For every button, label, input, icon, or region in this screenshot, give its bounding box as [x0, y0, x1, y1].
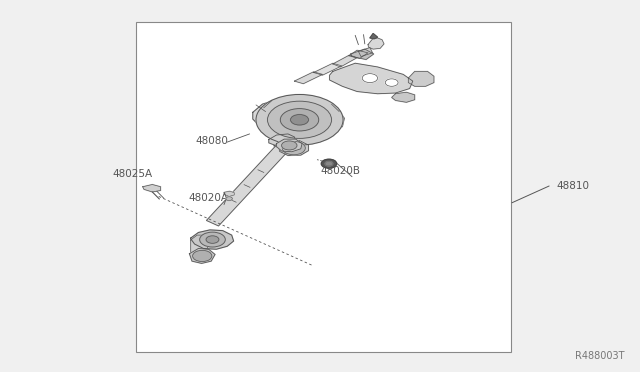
Text: 48025A: 48025A — [112, 169, 152, 179]
Circle shape — [280, 109, 319, 131]
Text: 48020A: 48020A — [189, 193, 229, 203]
Circle shape — [200, 232, 225, 247]
Polygon shape — [274, 142, 289, 150]
Polygon shape — [143, 185, 161, 192]
Polygon shape — [269, 134, 296, 146]
Text: R488003T: R488003T — [575, 351, 624, 361]
Polygon shape — [349, 50, 368, 58]
Polygon shape — [314, 63, 342, 75]
Polygon shape — [351, 49, 374, 60]
Polygon shape — [333, 55, 357, 67]
Polygon shape — [370, 33, 378, 39]
Polygon shape — [408, 71, 434, 86]
Polygon shape — [278, 141, 308, 155]
Polygon shape — [253, 99, 344, 140]
Circle shape — [291, 115, 308, 125]
Polygon shape — [207, 146, 287, 226]
Polygon shape — [294, 72, 323, 84]
Circle shape — [256, 94, 343, 145]
Circle shape — [321, 159, 337, 168]
Circle shape — [282, 141, 305, 155]
Polygon shape — [276, 139, 302, 152]
Polygon shape — [224, 191, 234, 196]
Polygon shape — [368, 38, 384, 49]
Circle shape — [226, 197, 232, 201]
Circle shape — [362, 74, 378, 83]
Circle shape — [206, 236, 219, 243]
Polygon shape — [358, 48, 372, 57]
Polygon shape — [191, 235, 210, 257]
Circle shape — [268, 101, 332, 138]
Text: 48020B: 48020B — [320, 166, 360, 176]
Circle shape — [282, 141, 297, 150]
Text: 48080: 48080 — [195, 136, 228, 146]
Polygon shape — [189, 248, 215, 263]
Text: 48810: 48810 — [557, 181, 590, 191]
Circle shape — [385, 79, 398, 86]
Circle shape — [325, 161, 333, 166]
Bar — [136, 22, 511, 352]
Polygon shape — [330, 63, 413, 94]
Polygon shape — [191, 230, 234, 249]
Circle shape — [193, 250, 212, 262]
Polygon shape — [392, 92, 415, 102]
